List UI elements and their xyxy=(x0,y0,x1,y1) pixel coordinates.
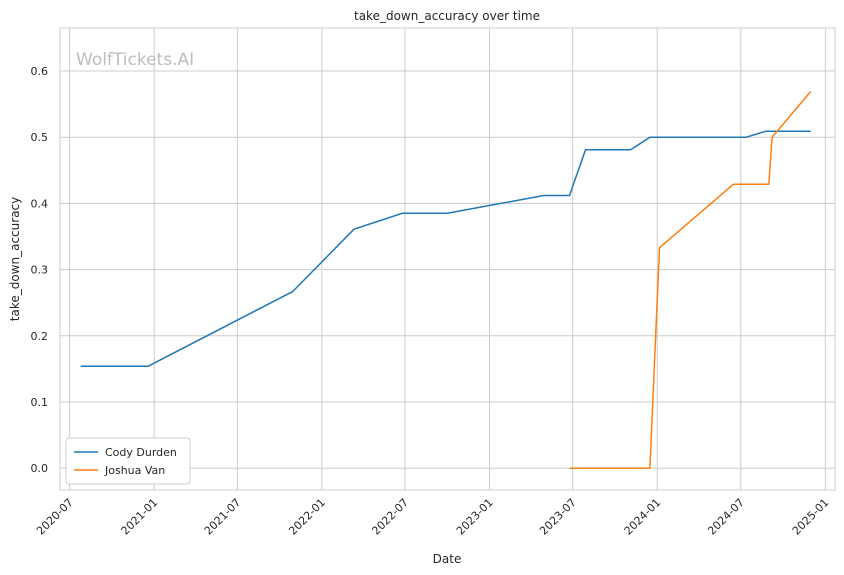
plot-frame xyxy=(59,27,836,491)
y-tick-label: 0.6 xyxy=(31,65,49,78)
y-tick-labels: 0.0 0.1 0.2 0.3 0.4 0.5 0.6 xyxy=(31,65,49,475)
legend-label-joshua-van: Joshua Van xyxy=(104,464,165,477)
legend-box xyxy=(65,437,191,485)
series-layer xyxy=(80,91,812,469)
y-tick-label: 0.2 xyxy=(31,330,49,343)
x-axis-title: Date xyxy=(433,552,462,566)
legend-label-cody-durden: Cody Durden xyxy=(105,446,177,459)
plot-area: WolfTickets.AI xyxy=(59,27,836,491)
series-cody-durden xyxy=(80,130,811,367)
watermark-text: WolfTickets.AI xyxy=(76,50,194,70)
series-joshua-van xyxy=(569,91,812,469)
legend: Cody Durden Joshua Van xyxy=(65,437,191,485)
series-line-joshua-van xyxy=(569,91,812,469)
y-tick-label: 0.0 xyxy=(31,462,49,475)
x-gridlines xyxy=(69,28,826,490)
y-tick-label: 0.1 xyxy=(31,396,49,409)
y-axis-title: take_down_accuracy xyxy=(8,197,22,321)
y-tick-label: 0.3 xyxy=(31,264,49,277)
y-tick-label: 0.5 xyxy=(31,131,49,144)
series-line-cody-durden xyxy=(80,130,811,367)
y-tick-label: 0.4 xyxy=(31,197,49,210)
chart-title: take_down_accuracy over time xyxy=(354,9,540,23)
